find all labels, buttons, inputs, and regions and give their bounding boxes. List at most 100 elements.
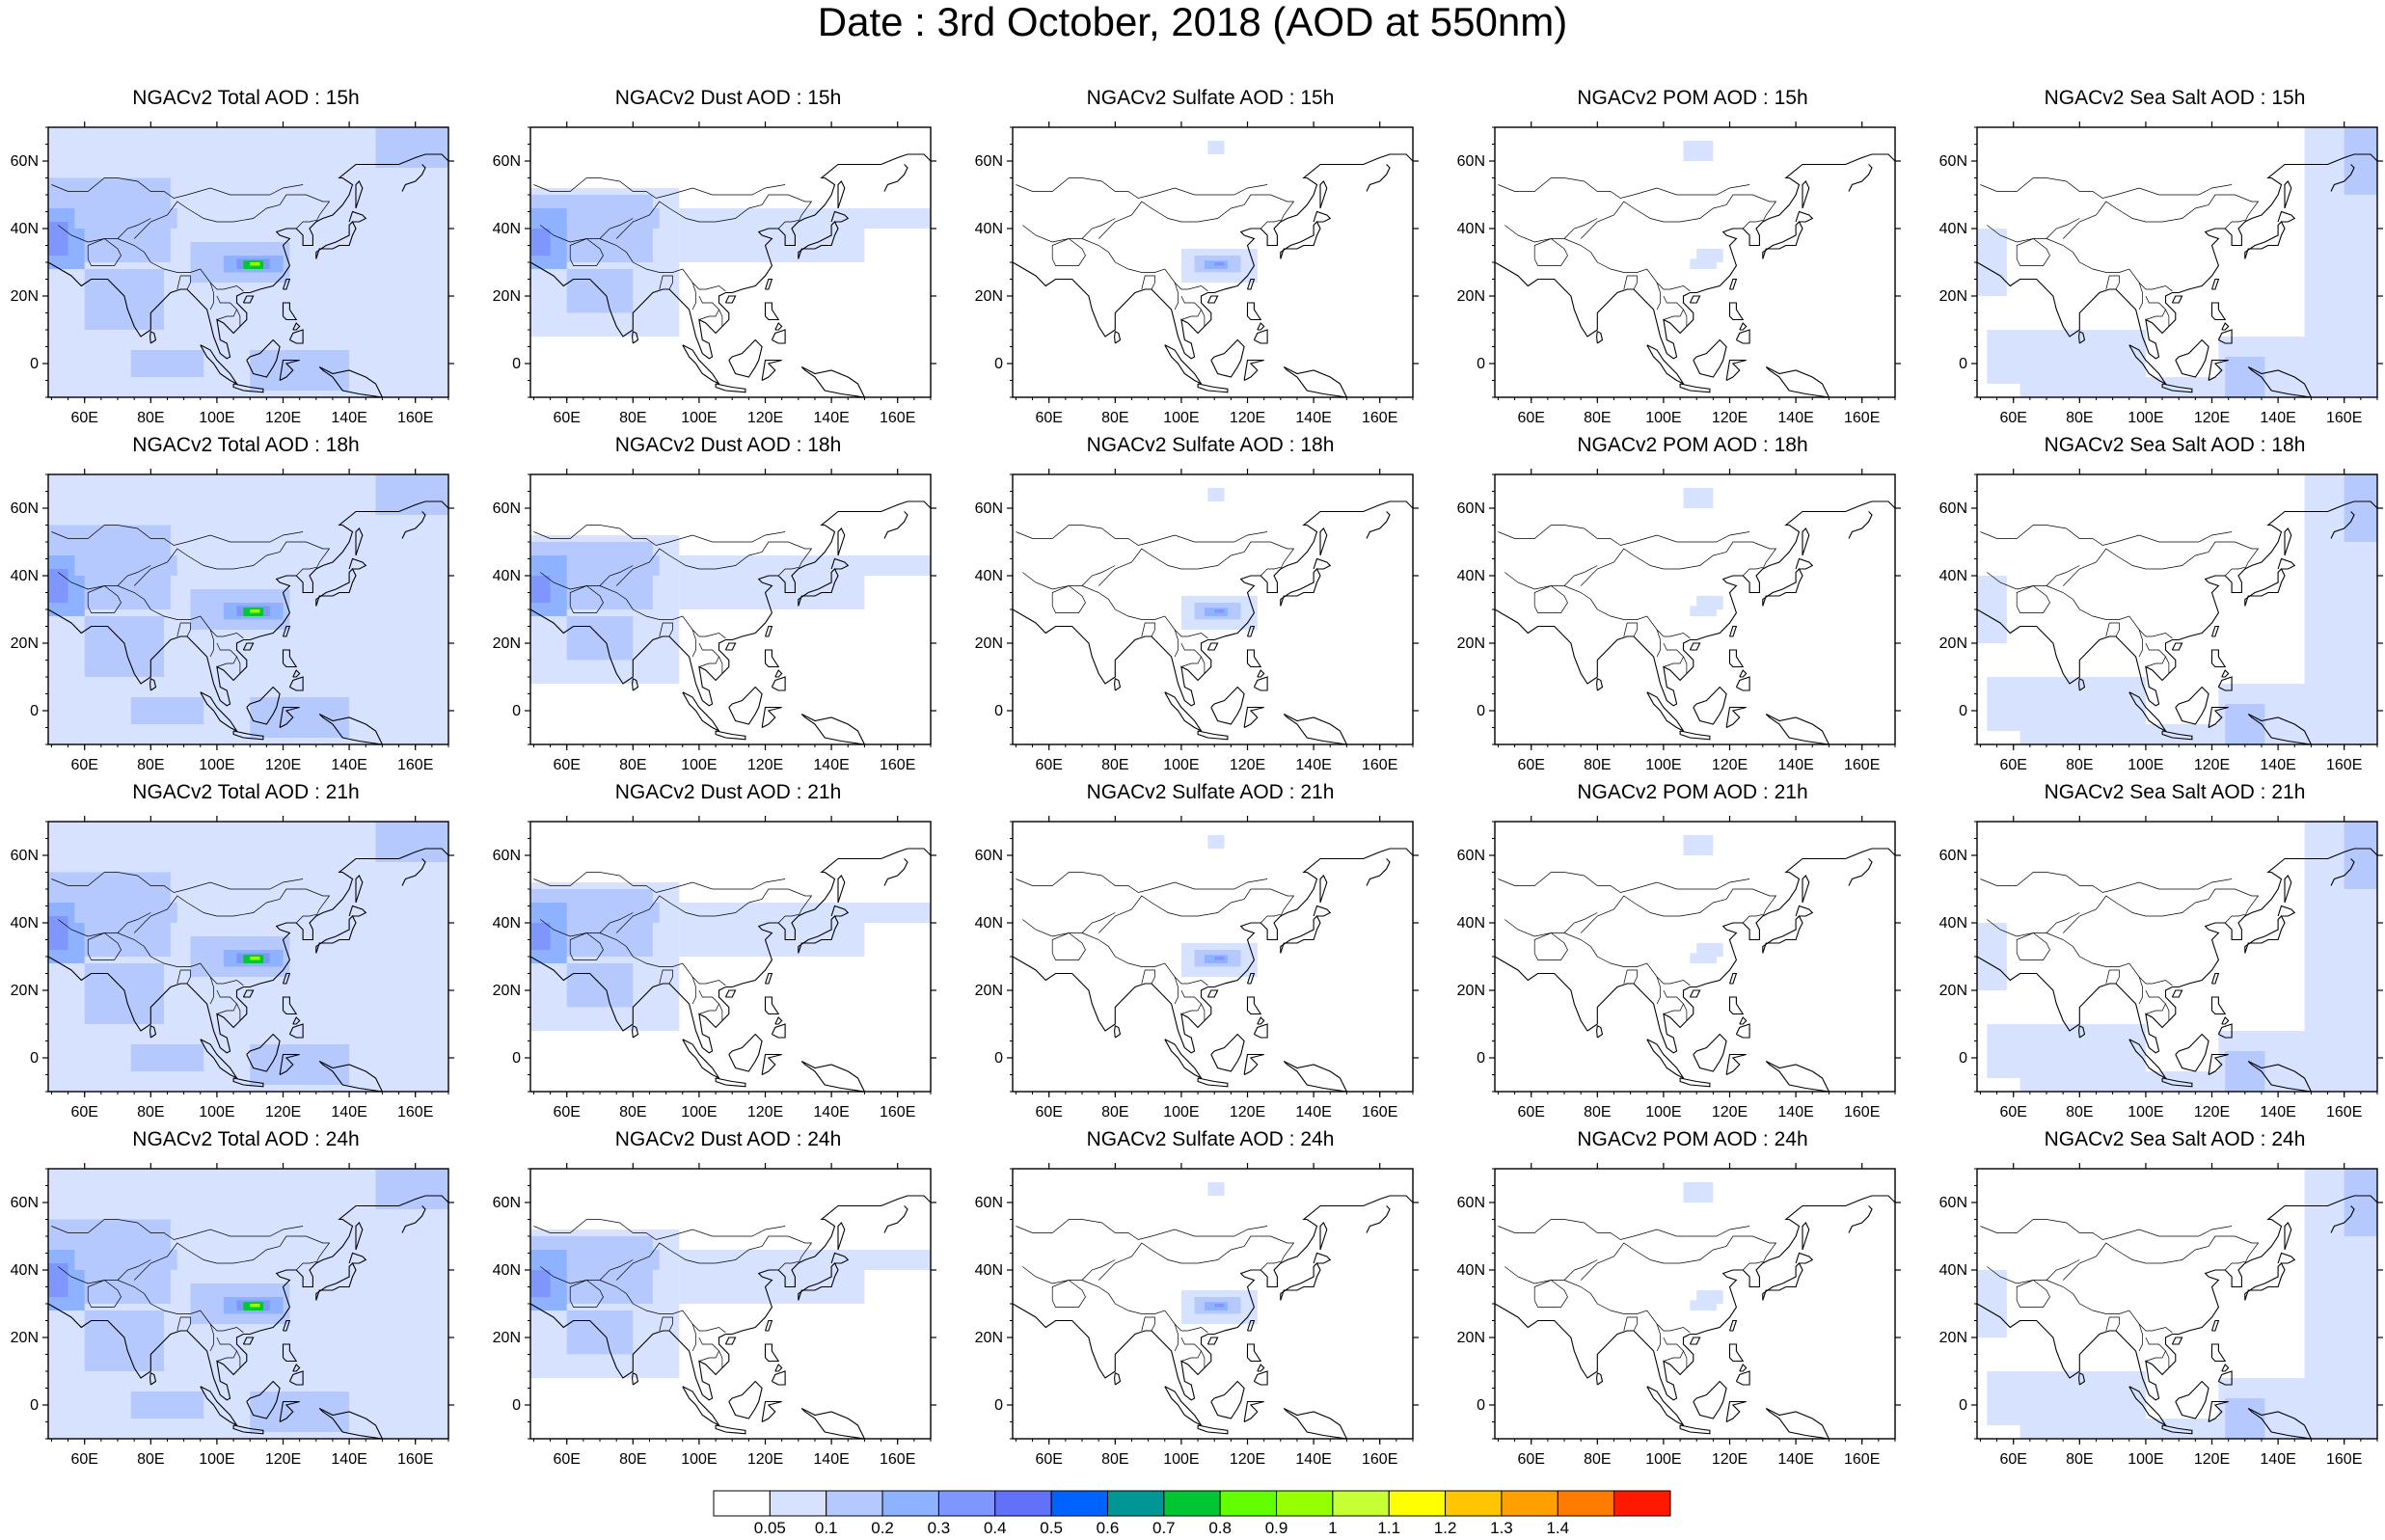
coastline: [246, 1033, 281, 1072]
aod-cell: [111, 555, 177, 576]
country-border: [1663, 656, 1684, 667]
country-border: [51, 1219, 304, 1240]
lon-tick-label: 140E: [331, 757, 366, 773]
lon-tick-label: 60E: [1035, 410, 1062, 426]
coastline: [348, 905, 367, 917]
coastline: [2277, 905, 2296, 917]
country-border: [1174, 282, 1179, 311]
aod-cell: [593, 208, 660, 229]
country-border: [1663, 989, 1688, 1021]
coastline: [1596, 1024, 1604, 1039]
aod-field: [1495, 822, 1895, 1092]
lat-tick-label: 20N: [975, 1330, 1003, 1346]
colorbar-label: 1.4: [1546, 1519, 1569, 1537]
coastline: [798, 915, 839, 954]
lon-tick-label: 160E: [880, 1104, 915, 1121]
lon-tick-label: 80E: [1101, 757, 1128, 773]
country-border: [1081, 585, 1208, 639]
coastline: [1280, 915, 1321, 954]
country-border: [1663, 309, 1684, 320]
coastline: [1728, 278, 1738, 290]
coastline: [149, 1371, 157, 1386]
lon-tick-label: 80E: [1101, 1451, 1128, 1468]
coastline: [282, 649, 298, 668]
lat-tick-label: 20N: [1939, 1330, 1967, 1346]
lon-tick-label: 100E: [199, 1451, 234, 1468]
coastline: [2330, 1205, 2355, 1233]
coastline: [318, 1061, 384, 1092]
country-border: [1656, 282, 1661, 311]
lat-tick-label: 0: [512, 703, 521, 719]
country-border: [176, 275, 191, 290]
coastline: [401, 164, 426, 192]
coastline: [1679, 730, 1711, 741]
country-border: [698, 295, 723, 327]
country-border: [599, 585, 726, 639]
coastline: [2171, 1337, 2183, 1345]
colorbar-label: 0.7: [1152, 1519, 1176, 1537]
coastline: [1243, 706, 1264, 728]
aod-cell: [1977, 1270, 2007, 1337]
lon-tick-label: 160E: [1362, 1451, 1397, 1468]
panel-title: NGACv2 Dust AOD : 15h: [614, 87, 842, 109]
coastline: [282, 625, 291, 637]
coastline: [1693, 338, 1727, 378]
coastline: [1210, 1380, 1245, 1419]
panel-title: NGACv2 Dust AOD : 21h: [614, 781, 842, 803]
aod-cell: [530, 923, 551, 950]
coastline: [1795, 557, 1814, 570]
colorbar-label: 1.1: [1377, 1519, 1400, 1537]
country-border: [659, 622, 673, 637]
coastline: [1848, 858, 1873, 886]
map-panel: NGACv2 Total AOD : 18h 60E 80E 100E 120E 140E…: [5, 432, 487, 779]
country-border: [2046, 932, 2173, 986]
coastline: [1725, 359, 1747, 381]
coastline: [1366, 164, 1391, 192]
country-border: [2062, 1235, 2260, 1281]
lat-tick-label: 0: [512, 1397, 521, 1414]
coastline: [2221, 1364, 2230, 1372]
coastline: [1689, 989, 1701, 998]
country-border: [2046, 585, 2173, 639]
coastline: [2244, 915, 2286, 954]
lat-tick-label: 20N: [11, 288, 39, 305]
lon-tick-label: 140E: [1295, 410, 1331, 426]
lon-tick-label: 60E: [553, 757, 580, 773]
country-border: [698, 989, 723, 1021]
lat-tick-label: 20N: [975, 983, 1003, 999]
coastline: [1246, 996, 1262, 1015]
lat-tick-label: 60N: [11, 1195, 39, 1211]
aod-cell: [1977, 923, 2007, 990]
map-plot: 60E 80E 100E 120E 140E 160E 0 20N 40N 60N: [975, 816, 1419, 1121]
coastline: [2277, 210, 2296, 223]
coastline: [1313, 210, 1332, 223]
aod-cell: [74, 188, 105, 229]
aod-cell: [2019, 377, 2219, 397]
country-border: [216, 309, 237, 320]
aod-cell: [530, 576, 551, 603]
coastline: [800, 1408, 866, 1439]
country-border: [1260, 219, 1281, 230]
lon-tick-label: 60E: [1517, 1451, 1544, 1468]
coastline: [774, 669, 783, 678]
lat-tick-label: 0: [30, 703, 39, 719]
lat-tick-label: 20N: [493, 635, 521, 652]
coastline: [764, 302, 780, 321]
lon-tick-label: 60E: [70, 757, 97, 773]
aod-cell: [1683, 835, 1714, 855]
aod-cell: [566, 616, 634, 661]
aod-cell: [84, 616, 165, 677]
country-border: [615, 888, 813, 933]
coastline: [1596, 1371, 1604, 1386]
coastline: [1246, 972, 1256, 985]
lon-tick-label: 140E: [1777, 757, 1813, 773]
coastline: [1495, 1195, 1895, 1401]
lon-tick-label: 80E: [619, 1104, 646, 1121]
aod-cell: [48, 569, 68, 603]
country-border: [1563, 1280, 1691, 1334]
lon-tick-label: 140E: [2260, 410, 2295, 426]
aod-field: [1013, 474, 1413, 744]
country-border: [2145, 642, 2170, 674]
country-border: [176, 622, 191, 637]
coastline: [348, 210, 367, 223]
